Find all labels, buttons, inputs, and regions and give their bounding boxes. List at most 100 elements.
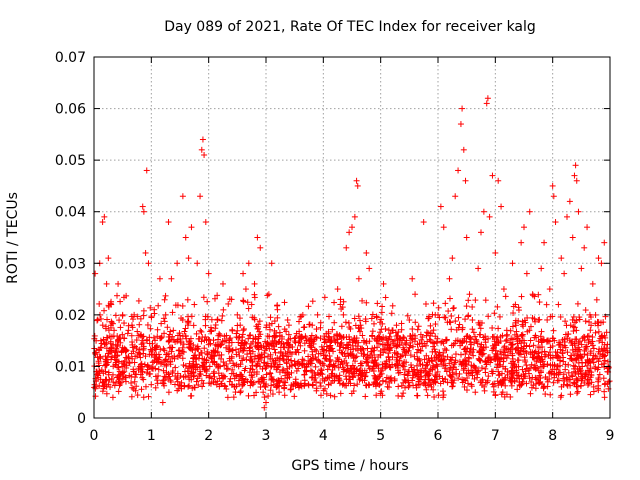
baseline-point — [96, 300, 103, 307]
baseline-point — [413, 349, 420, 356]
data-point — [446, 275, 453, 282]
data-point — [260, 389, 267, 396]
data-point — [334, 286, 341, 293]
baseline-point — [123, 347, 130, 354]
baseline-point — [170, 327, 177, 334]
baseline-point — [165, 389, 172, 396]
baseline-point — [238, 340, 245, 347]
baseline-point — [378, 309, 385, 316]
baseline-point — [325, 381, 332, 388]
baseline-point — [242, 376, 249, 383]
baseline-point — [223, 366, 230, 373]
baseline-point — [98, 367, 105, 374]
data-point — [182, 234, 189, 241]
baseline-point — [373, 392, 380, 399]
baseline-point — [518, 381, 525, 388]
data-point — [168, 275, 175, 282]
x-axis-label: GPS time / hours — [291, 458, 408, 474]
baseline-point — [582, 307, 589, 314]
baseline-point — [140, 394, 147, 401]
baseline-point — [211, 368, 218, 375]
baseline-point — [105, 302, 112, 309]
baseline-point — [535, 380, 542, 387]
data-point — [566, 198, 573, 205]
baseline-point — [442, 376, 449, 383]
baseline-point — [395, 392, 402, 399]
data-point — [202, 219, 209, 226]
baseline-point — [264, 292, 271, 299]
baseline-point — [552, 348, 559, 355]
baseline-point — [343, 359, 350, 366]
baseline-point — [442, 336, 449, 343]
baseline-point — [423, 386, 430, 393]
baseline-point — [446, 360, 453, 367]
baseline-point — [121, 320, 128, 327]
data-point — [509, 260, 516, 267]
baseline-point — [273, 341, 280, 348]
baseline-point — [567, 322, 574, 329]
baseline-point — [301, 347, 308, 354]
baseline-point-cloud — [91, 291, 613, 401]
baseline-point — [243, 356, 250, 363]
baseline-point — [166, 337, 173, 344]
baseline-point — [439, 375, 446, 382]
data-point — [245, 260, 252, 267]
baseline-point — [527, 337, 534, 344]
data-point — [145, 260, 152, 267]
data-point — [462, 177, 469, 184]
baseline-point — [105, 327, 112, 334]
baseline-point — [489, 324, 496, 331]
baseline-point — [162, 292, 169, 299]
baseline-point — [336, 372, 343, 379]
baseline-point — [400, 390, 407, 397]
baseline-point — [147, 325, 154, 332]
baseline-point — [318, 367, 325, 374]
baseline-point — [449, 383, 456, 390]
data-point — [460, 146, 467, 153]
baseline-point — [211, 373, 218, 380]
baseline-point — [409, 326, 416, 333]
baseline-point — [605, 364, 612, 371]
baseline-point — [422, 342, 429, 349]
baseline-point — [318, 343, 325, 350]
x-tick-label: 8 — [548, 428, 557, 444]
data-point — [92, 270, 99, 277]
data-point — [101, 213, 108, 220]
baseline-point — [246, 369, 253, 376]
baseline-point — [382, 325, 389, 332]
baseline-point — [364, 359, 371, 366]
data-point — [139, 203, 146, 210]
data-point — [541, 239, 548, 246]
data-point — [598, 260, 605, 267]
baseline-point — [419, 343, 426, 350]
data-point — [179, 193, 186, 200]
baseline-point — [309, 298, 316, 305]
baseline-point — [515, 304, 522, 311]
data-point — [205, 270, 212, 277]
baseline-point — [424, 392, 431, 399]
baseline-point — [117, 298, 124, 305]
baseline-point — [135, 297, 142, 304]
baseline-point — [595, 328, 602, 335]
baseline-point — [598, 361, 605, 368]
data-point — [489, 172, 496, 179]
baseline-point — [214, 292, 221, 299]
baseline-point — [128, 379, 135, 386]
baseline-point — [341, 366, 348, 373]
baseline-point — [388, 310, 395, 317]
baseline-point — [148, 381, 155, 388]
baseline-point — [266, 326, 273, 333]
baseline-point — [271, 318, 278, 325]
data-point — [194, 260, 201, 267]
x-tick-label: 5 — [376, 428, 385, 444]
baseline-point — [464, 380, 471, 387]
data-point — [526, 208, 533, 215]
baseline-point — [351, 315, 358, 322]
baseline-point — [227, 375, 234, 382]
data-point — [274, 306, 281, 313]
baseline-point — [427, 366, 434, 373]
baseline-point — [323, 355, 330, 362]
baseline-point — [430, 386, 437, 393]
baseline-point — [180, 349, 187, 356]
